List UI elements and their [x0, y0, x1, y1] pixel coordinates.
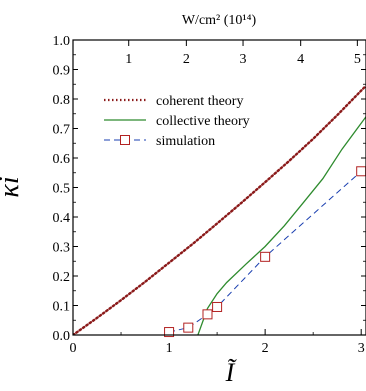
simulation-point: [260, 251, 271, 262]
y-tick-label: 0.9: [53, 64, 71, 79]
legend-marker-simulation: [120, 135, 130, 145]
top-axis-label: W/cm² (10¹⁴): [182, 13, 257, 28]
series-layer: [73, 84, 366, 335]
simulation-point: [212, 301, 223, 312]
top-tick-label: 4: [297, 52, 304, 67]
y-tick-label: 0.3: [53, 241, 71, 256]
simulation-point: [202, 309, 213, 320]
x-tick-label: 0: [70, 341, 77, 356]
x-tick-label: 1: [166, 341, 173, 356]
x-axis-label: Ĩ: [225, 358, 238, 387]
x-tick-label: 3: [358, 341, 365, 356]
x-axis-ticks: 0 1 2 3: [70, 329, 365, 356]
top-tick-label: 5: [354, 52, 361, 67]
y-tick-label: 0.0: [53, 329, 71, 344]
y-tick-label: 0.1: [53, 300, 71, 315]
y-axis-label: κi: [0, 176, 25, 197]
legend-label-collective: collective theory: [156, 114, 250, 129]
series-line-0: [73, 84, 366, 335]
y-tick-label: 0.7: [53, 123, 71, 138]
top-tick-label: 3: [240, 52, 247, 67]
y-tick-label: 1.0: [53, 34, 71, 49]
x-tick-label: 2: [262, 341, 269, 356]
y-tick-label: 0.8: [53, 93, 71, 108]
top-tick-label: 1: [125, 52, 132, 67]
legend-label-simulation: simulation: [156, 134, 215, 149]
simulation-point: [183, 322, 194, 333]
y-tick-label: 0.5: [53, 182, 71, 197]
simulation-point: [164, 327, 175, 338]
series-line-2: [168, 170, 362, 333]
legend-label-coherent: coherent theory: [156, 94, 243, 109]
legend: coherent theory collective theory simula…: [104, 94, 250, 149]
plot-frame: [72, 39, 366, 336]
y-axis-ticks: 0.0 0.1 0.2 0.3 0.4 0.5 0.6 0.7 0.8 0.9 1.0: [53, 34, 366, 344]
simulation-point: [356, 166, 366, 177]
y-tick-label: 0.2: [53, 270, 71, 285]
y-tick-label: 0.4: [53, 211, 71, 226]
top-axis-ticks: 1 2 3 4 5: [125, 40, 361, 67]
series-line-1: [197, 116, 366, 335]
y-tick-label: 0.6: [53, 152, 71, 167]
top-tick-label: 2: [183, 52, 190, 67]
marker-layer: [164, 166, 366, 338]
